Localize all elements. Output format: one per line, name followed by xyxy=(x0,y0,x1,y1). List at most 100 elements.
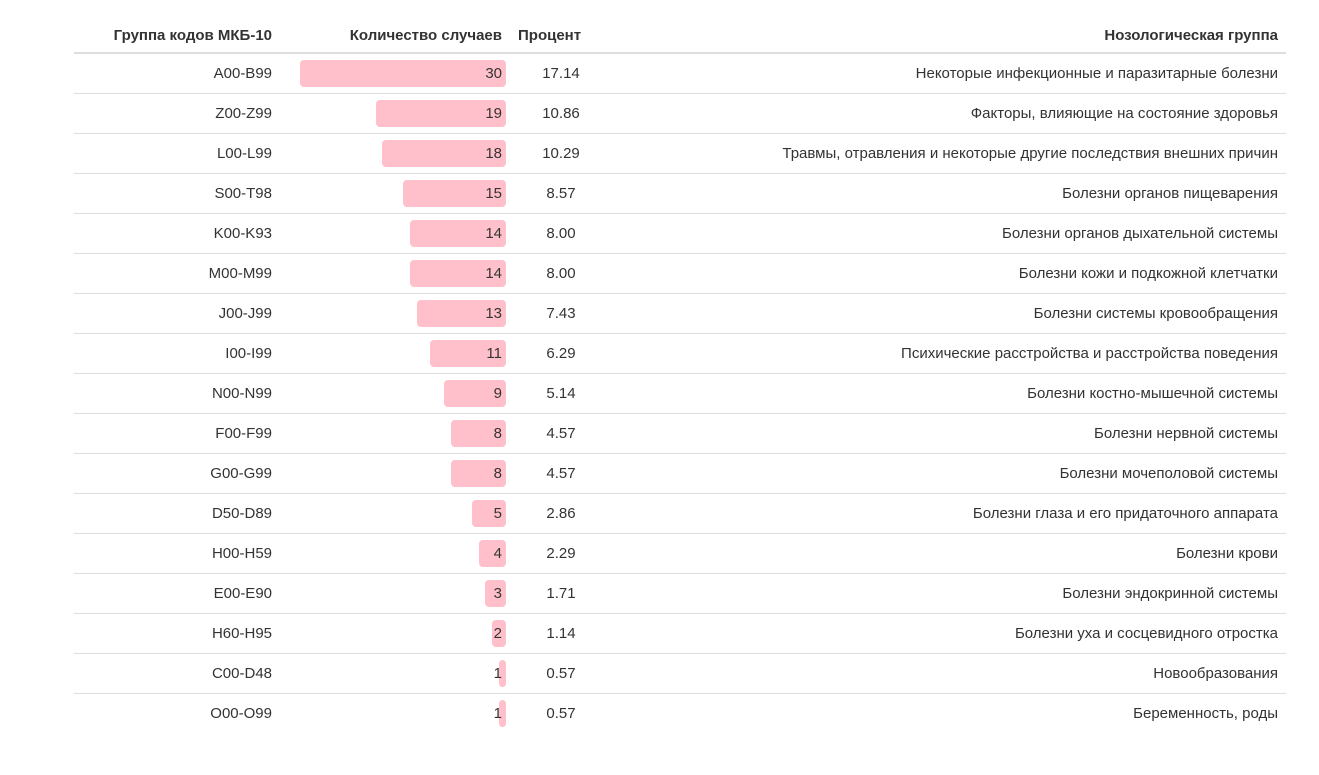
count-bar xyxy=(451,420,506,447)
header-count[interactable]: Количество случаев xyxy=(280,18,510,54)
count-value: 14 xyxy=(485,225,502,242)
cell-code: C00-D48 xyxy=(74,653,280,694)
cell-count: 8 xyxy=(280,453,510,494)
table-row: H60-H95 2 1.14 Болезни уха и сосцевидного о… xyxy=(74,613,1286,654)
icd-table-container: Группа кодов МКБ-10 Количество случаев П… xyxy=(74,18,1286,733)
cell-code: N00-N99 xyxy=(74,373,280,414)
cell-count: 3 xyxy=(280,573,510,614)
header-row: Группа кодов МКБ-10 Количество случаев П… xyxy=(74,18,1286,54)
count-bar xyxy=(382,140,506,167)
cell-group: Болезни кожи и подкожной клетчатки xyxy=(612,253,1286,294)
count-value: 13 xyxy=(485,305,502,322)
count-bar xyxy=(479,540,506,567)
cell-group: Болезни органов дыхательной системы xyxy=(612,213,1286,254)
table-row: K00-K93 14 8.00 Болезни органов дыхательной… xyxy=(74,213,1286,254)
count-value: 19 xyxy=(485,105,502,122)
table-row: S00-T98 15 8.57 Болезни органов пищеварения xyxy=(74,173,1286,214)
cell-group: Болезни глаза и его придаточного аппарат… xyxy=(612,493,1286,534)
cell-count: 8 xyxy=(280,413,510,454)
cell-percent: 2.86 xyxy=(510,493,612,534)
cell-code: D50-D89 xyxy=(74,493,280,534)
cell-count: 4 xyxy=(280,533,510,574)
count-bar xyxy=(403,180,506,207)
header-percent[interactable]: Процент xyxy=(510,18,612,54)
cell-count: 18 xyxy=(280,133,510,174)
count-bar xyxy=(410,220,506,247)
cell-code: A00-B99 xyxy=(74,52,280,94)
cell-code: J00-J99 xyxy=(74,293,280,334)
count-value: 1 xyxy=(493,665,502,682)
table-header: Группа кодов МКБ-10 Количество случаев П… xyxy=(74,18,1286,54)
table-row: L00-L99 18 10.29 Травмы, отравления и некот… xyxy=(74,133,1286,174)
count-value: 4 xyxy=(493,545,502,562)
cell-count: 19 xyxy=(280,93,510,134)
cell-group: Болезни крови xyxy=(612,533,1286,574)
cell-percent: 2.29 xyxy=(510,533,612,574)
cell-group: Факторы, влияющие на состояние здоровья xyxy=(612,93,1286,134)
cell-group: Новообразования xyxy=(612,653,1286,694)
cell-percent: 8.57 xyxy=(510,173,612,214)
cell-count: 13 xyxy=(280,293,510,334)
table-body: A00-B99 30 17.14 Некоторые инфекционные и п… xyxy=(74,52,1286,733)
cell-percent: 5.14 xyxy=(510,373,612,414)
count-bar xyxy=(376,100,506,127)
cell-percent: 1.71 xyxy=(510,573,612,614)
cell-count: 1 xyxy=(280,653,510,694)
cell-percent: 4.57 xyxy=(510,413,612,454)
header-code[interactable]: Группа кодов МКБ-10 xyxy=(74,18,280,54)
cell-count: 2 xyxy=(280,613,510,654)
count-value: 30 xyxy=(485,65,502,82)
count-value: 8 xyxy=(493,425,502,442)
cell-percent: 10.29 xyxy=(510,133,612,174)
count-bar xyxy=(417,300,506,327)
cell-count: 5 xyxy=(280,493,510,534)
cell-group: Болезни нервной системы xyxy=(612,413,1286,454)
cell-code: G00-G99 xyxy=(74,453,280,494)
table-row: D50-D89 5 2.86 Болезни глаза и его придаточ… xyxy=(74,493,1286,534)
cell-code: I00-I99 xyxy=(74,333,280,374)
cell-count: 14 xyxy=(280,213,510,254)
cell-code: Z00-Z99 xyxy=(74,93,280,134)
cell-group: Болезни уха и сосцевидного отростка xyxy=(612,613,1286,654)
table-row: H00-H59 4 2.29 Болезни крови xyxy=(74,533,1286,574)
cell-group: Болезни костно-мышечной системы xyxy=(612,373,1286,414)
cell-code: H00-H59 xyxy=(74,533,280,574)
cell-group: Некоторые инфекционные и паразитарные бо… xyxy=(612,52,1286,94)
cell-group: Болезни органов пищеварения xyxy=(612,173,1286,214)
cell-percent: 4.57 xyxy=(510,453,612,494)
count-bar xyxy=(472,500,506,527)
count-value: 11 xyxy=(486,345,502,362)
cell-percent: 17.14 xyxy=(510,52,612,94)
cell-group: Психические расстройства и расстройства … xyxy=(612,333,1286,374)
cell-percent: 8.00 xyxy=(510,253,612,294)
count-value: 18 xyxy=(485,145,502,162)
cell-percent: 0.57 xyxy=(510,653,612,694)
table-row: M00-M99 14 8.00 Болезни кожи и подкожной кл… xyxy=(74,253,1286,294)
count-bar xyxy=(430,340,506,367)
icd-table: Группа кодов МКБ-10 Количество случаев П… xyxy=(74,18,1286,733)
table-row: A00-B99 30 17.14 Некоторые инфекционные и п… xyxy=(74,52,1286,94)
cell-count: 11 xyxy=(280,333,510,374)
table-row: G00-G99 8 4.57 Болезни мочеполовой системы xyxy=(74,453,1286,494)
header-group[interactable]: Нозологическая группа xyxy=(612,18,1286,54)
cell-group: Болезни системы кровообращения xyxy=(612,293,1286,334)
cell-code: E00-E90 xyxy=(74,573,280,614)
table-row: J00-J99 13 7.43 Болезни системы кровообраще… xyxy=(74,293,1286,334)
count-value: 9 xyxy=(493,385,502,402)
table-row: N00-N99 9 5.14 Болезни костно-мышечной сист… xyxy=(74,373,1286,414)
count-bar xyxy=(410,260,506,287)
count-value: 5 xyxy=(493,505,502,522)
count-value: 2 xyxy=(493,625,502,642)
table-row: O00-O99 1 0.57 Беременность, роды xyxy=(74,693,1286,733)
count-value: 14 xyxy=(485,265,502,282)
cell-count: 15 xyxy=(280,173,510,214)
cell-group: Травмы, отравления и некоторые другие по… xyxy=(612,133,1286,174)
count-value: 1 xyxy=(493,705,502,722)
cell-group: Болезни эндокринной системы xyxy=(612,573,1286,614)
cell-group: Болезни мочеполовой системы xyxy=(612,453,1286,494)
cell-code: H60-H95 xyxy=(74,613,280,654)
count-bar xyxy=(485,580,506,607)
cell-code: S00-T98 xyxy=(74,173,280,214)
cell-group: Беременность, роды xyxy=(612,693,1286,733)
table-row: C00-D48 1 0.57 Новообразования xyxy=(74,653,1286,694)
